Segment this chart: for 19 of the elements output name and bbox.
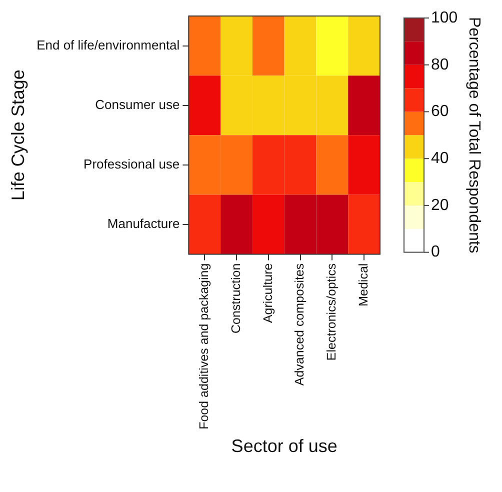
x-tick-label: Electronics/optics [324,263,339,361]
color-bar-label: 80 [431,56,449,74]
x-axis-title: Sector of use [231,436,338,456]
y-tick-label: Professional use [84,156,180,172]
x-tick-label: Medical [356,263,371,306]
color-bar-title: Percentage of Total Respondents [466,17,483,254]
color-bar-label: 100 [431,9,458,26]
color-bar-label: 60 [431,103,449,120]
x-tick-label: Agriculture [260,263,275,324]
x-tick-label: Construction [228,263,243,334]
y-tick-label: Manufacture [107,216,180,232]
y-tick-label: Consumer use [95,96,180,112]
color-bar-label: 40 [431,150,449,167]
color-bar-label: 20 [431,196,449,214]
y-tick-label: End of life/environmental [36,37,180,52]
y-axis-title: Life Cycle Stage [8,70,28,201]
x-tick-label: Advanced composites [292,263,307,386]
color-bar-label: 0 [431,244,440,261]
x-tick-label: Food additives and packaging [197,263,212,430]
